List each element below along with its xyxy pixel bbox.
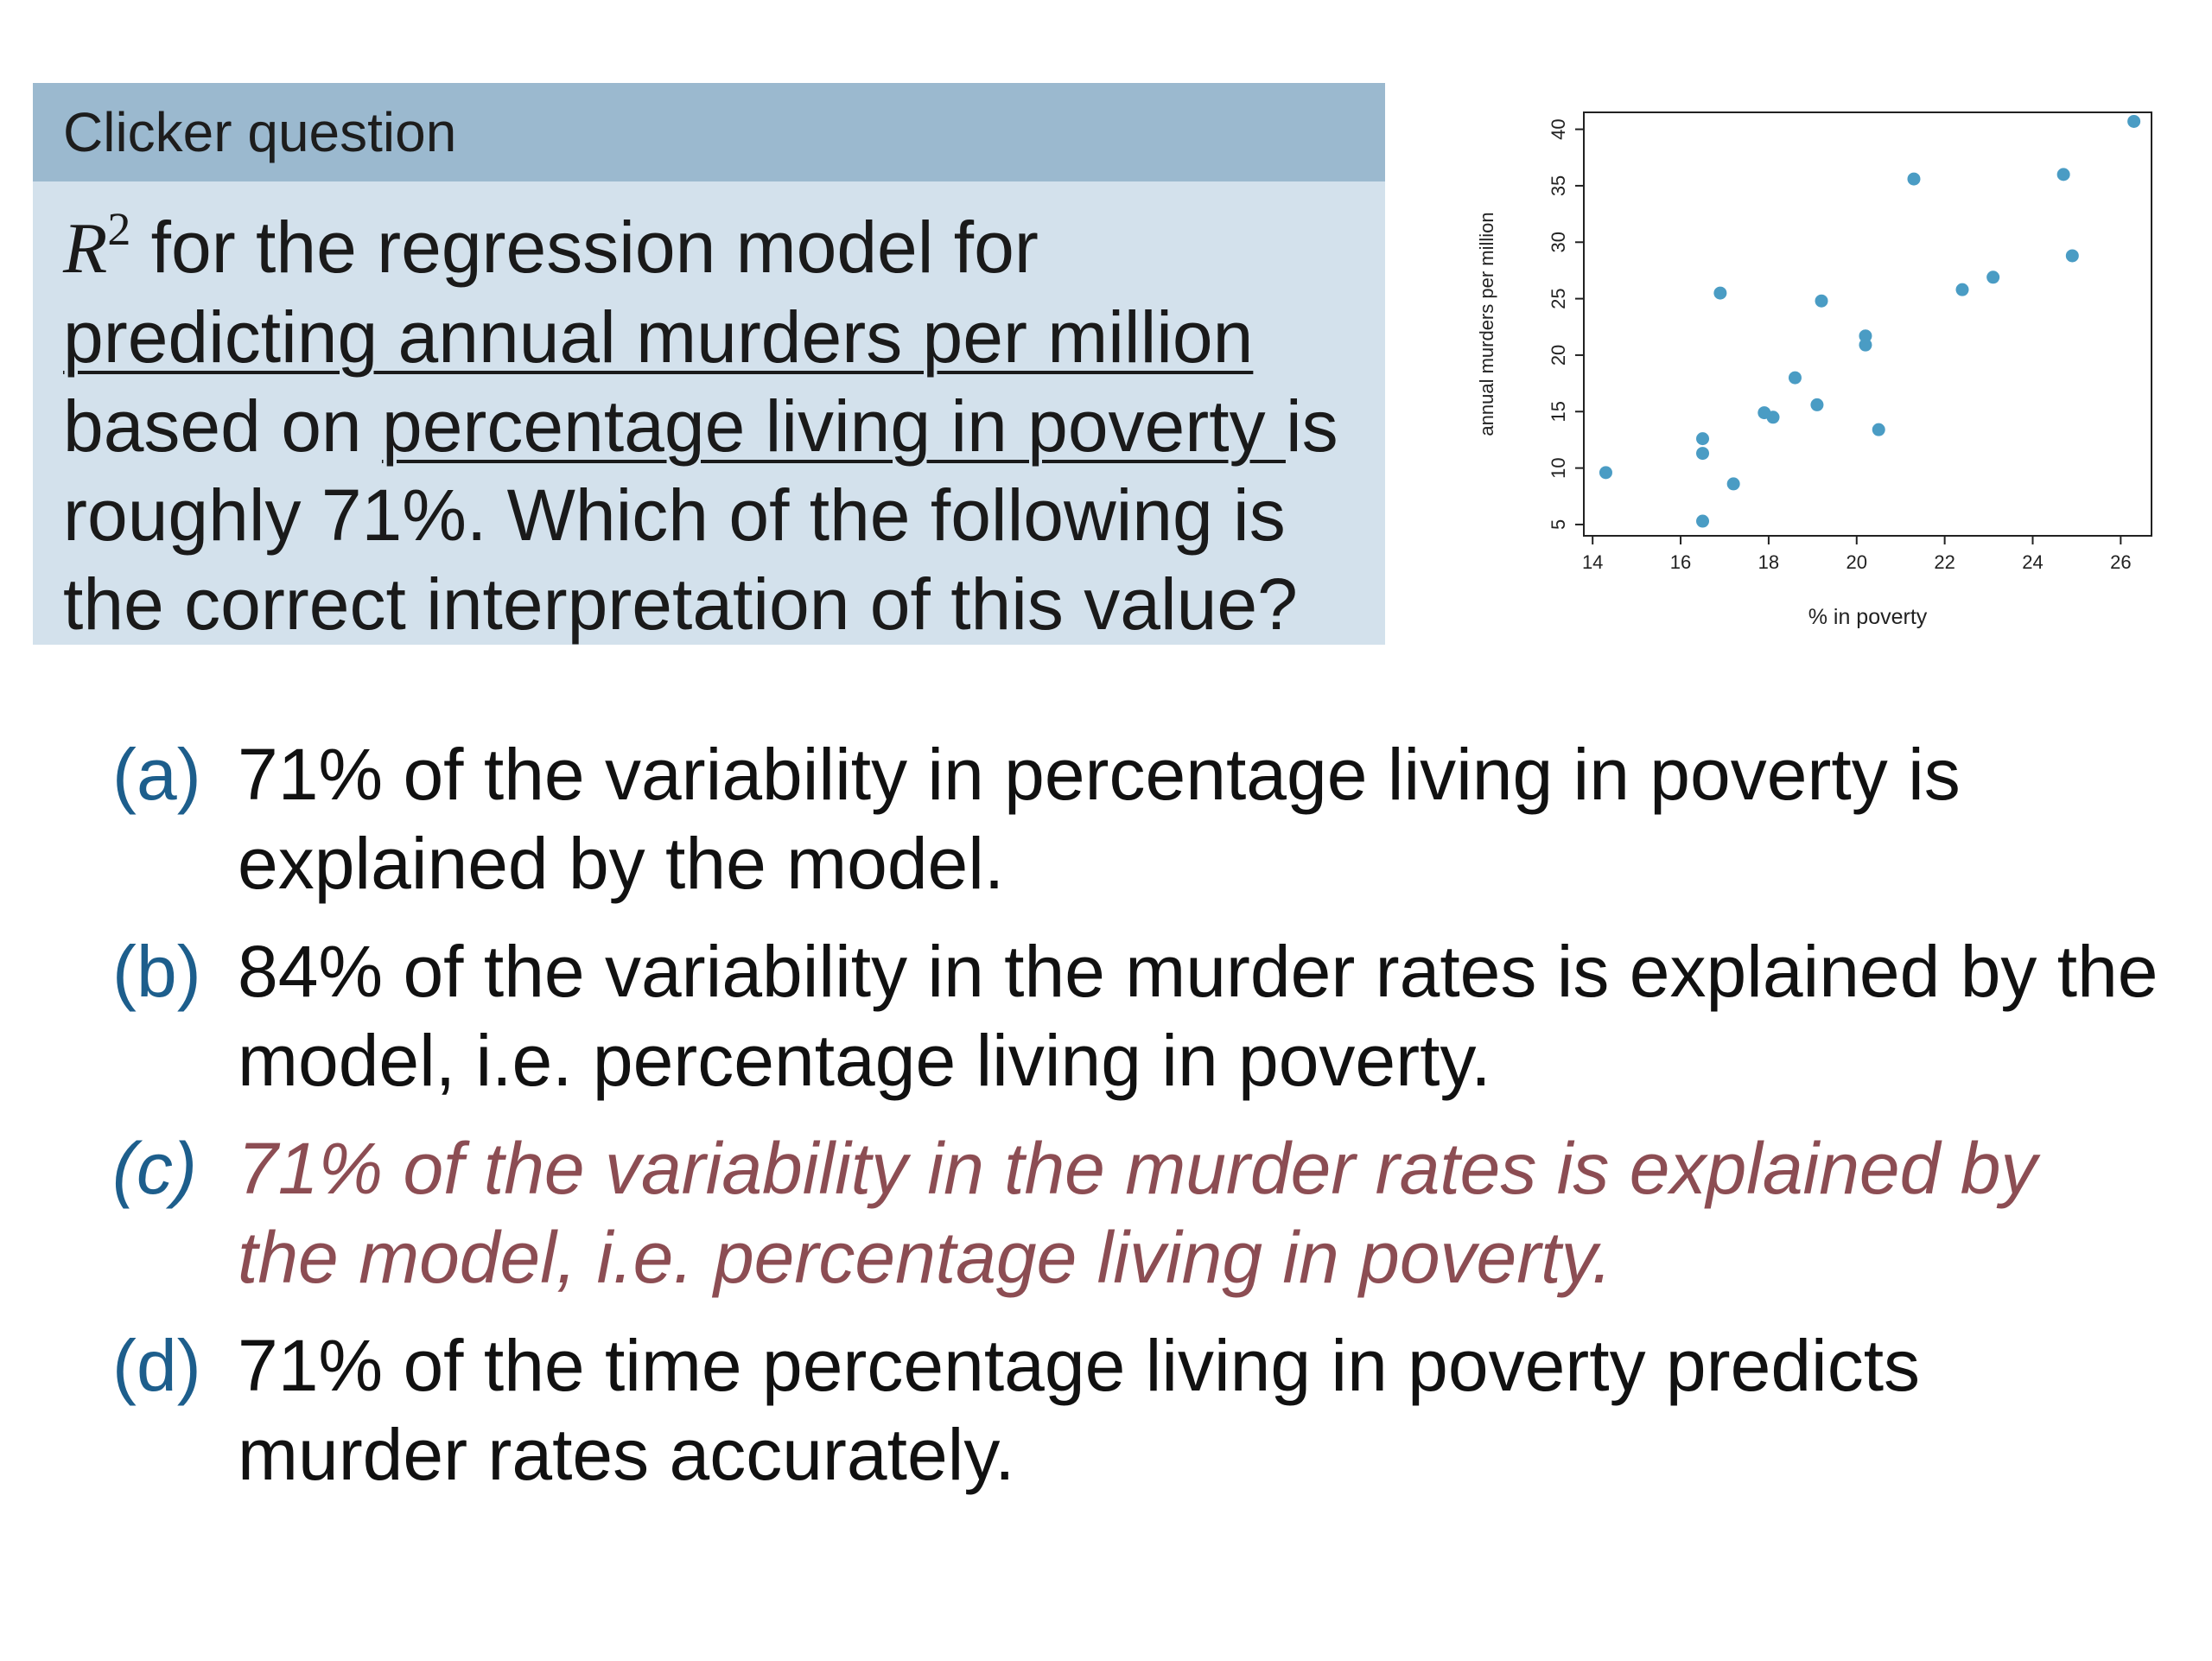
y-tick-label: 15 xyxy=(1548,401,1569,422)
data-point xyxy=(1986,270,2000,284)
option-text: 71% of the variability in percentage liv… xyxy=(238,734,1961,904)
option-text: 71% of the time percentage living in pov… xyxy=(238,1325,1921,1495)
question-header: Clicker question xyxy=(33,83,1385,181)
data-point xyxy=(1696,447,1710,461)
r-squared-symbol: R2 xyxy=(63,203,131,289)
option-letter: (d) xyxy=(112,1325,201,1406)
data-point xyxy=(2065,249,2079,263)
y-tick-label: 20 xyxy=(1548,345,1569,366)
plot-frame xyxy=(1583,111,2152,537)
y-tick-label: 40 xyxy=(1548,118,1569,139)
data-point xyxy=(1713,286,1727,300)
option-text: 71% of the variability in the murder rat… xyxy=(238,1128,2037,1298)
x-axis-label: % in poverty xyxy=(1808,605,1928,629)
underlined-response: predicting annual murders per million xyxy=(63,296,1254,378)
option-a[interactable]: (a) 71% of the variability in percentage… xyxy=(112,730,2186,908)
underlined-predictor: percentage living in poverty xyxy=(381,385,1286,467)
y-tick-label: 10 xyxy=(1548,457,1569,478)
data-point xyxy=(1872,423,1885,436)
answer-options: (a) 71% of the variability in percentage… xyxy=(112,730,2186,1518)
data-point xyxy=(1599,466,1612,480)
data-point xyxy=(1955,283,1969,296)
data-point xyxy=(1810,398,1824,411)
data-point xyxy=(1859,329,1872,343)
scatter-plot: 14 16 18 20 22 24 26 5 10 15 20 25 30 35 40 % in povert… xyxy=(1476,111,2152,629)
data-point xyxy=(1696,432,1710,446)
y-axis-label: annual murders per million xyxy=(1476,212,1497,436)
x-tick-label: 18 xyxy=(1758,551,1779,573)
y-tick-label: 30 xyxy=(1548,232,1569,252)
y-tick-label: 5 xyxy=(1548,519,1569,530)
data-point xyxy=(2127,114,2141,128)
data-point xyxy=(2056,168,2070,181)
y-tick-label: 25 xyxy=(1548,288,1569,309)
x-tick-label: 16 xyxy=(1670,551,1691,573)
data-point xyxy=(1696,514,1710,528)
option-letter: (b) xyxy=(112,931,201,1012)
x-tick-label: 24 xyxy=(2022,551,2043,573)
data-point xyxy=(1859,338,1872,352)
data-point xyxy=(1726,477,1740,491)
option-d[interactable]: (d) 71% of the time percentage living in… xyxy=(112,1321,2186,1499)
x-tick-label: 26 xyxy=(2110,551,2131,573)
data-point xyxy=(1907,172,1921,186)
option-text: 84% of the variability in the murder rat… xyxy=(238,931,2158,1101)
x-tick-label: 20 xyxy=(1847,551,1867,573)
option-c[interactable]: (c) 71% of the variability in the murder… xyxy=(112,1124,2186,1302)
x-tick-label: 14 xyxy=(1582,551,1603,573)
option-b[interactable]: (b) 84% of the variability in the murder… xyxy=(112,927,2186,1105)
data-point xyxy=(1766,410,1780,424)
data-point xyxy=(1788,371,1802,385)
option-letter: (c) xyxy=(112,1128,197,1209)
data-point xyxy=(1815,294,1828,308)
option-letter: (a) xyxy=(112,734,201,815)
question-text: R2 for the regression model for predicti… xyxy=(63,203,1338,645)
question-box: Clicker question R2 for the regression m… xyxy=(33,83,1385,645)
y-tick-label: 35 xyxy=(1548,175,1569,196)
x-tick-label: 22 xyxy=(1934,551,1955,573)
